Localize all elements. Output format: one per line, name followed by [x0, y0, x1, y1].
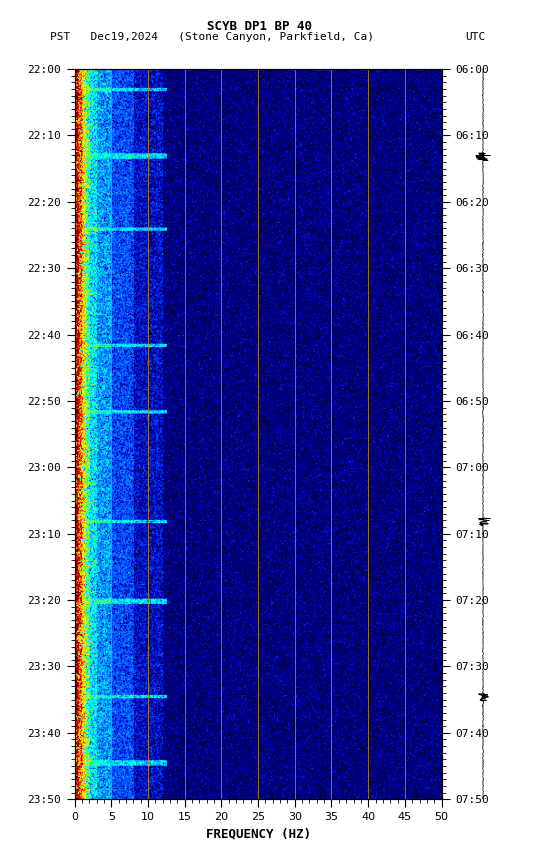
- Text: UTC: UTC: [465, 32, 486, 42]
- Text: SCYB DP1 BP 40: SCYB DP1 BP 40: [207, 20, 312, 33]
- Text: PST   Dec19,2024   (Stone Canyon, Parkfield, Ca): PST Dec19,2024 (Stone Canyon, Parkfield,…: [50, 32, 374, 42]
- X-axis label: FREQUENCY (HZ): FREQUENCY (HZ): [205, 828, 311, 841]
